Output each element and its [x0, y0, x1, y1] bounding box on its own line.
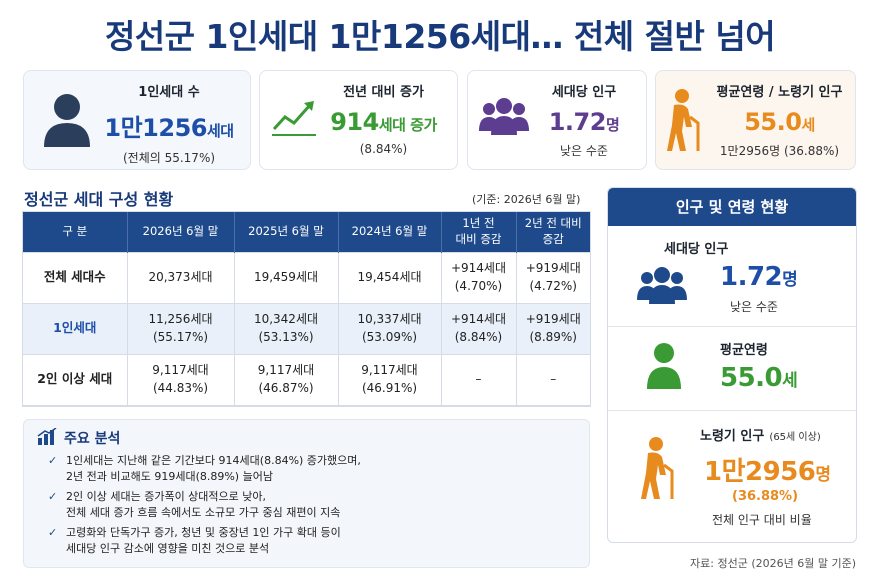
card-sub: 낮은 수준 — [560, 144, 608, 158]
row-label: 2인 이상 세대 — [23, 353, 128, 406]
table-section-title: 정선군 세대 구성 현황 — [24, 190, 174, 209]
table-cell: 9,117세대 (46.91%) — [338, 353, 442, 406]
panel-unit: 세 — [782, 371, 798, 391]
panel-sub: 낮은 수준 — [730, 300, 778, 314]
analysis-text: 고령화와 단독가구 증가, 청년 및 중장년 1인 가구 확대 등이 세대당 인… — [66, 526, 341, 555]
group-icon — [478, 97, 536, 159]
panel-unit: 명 — [782, 270, 798, 290]
analysis-list: ✓ 1인세대는 지난해 같은 기간보다 914세대(8.84%) 증가했으며, 2… — [48, 453, 361, 561]
card-unit: 명 — [605, 116, 620, 134]
elderly-label-row: 노령기 인구 (65세 이상) — [700, 425, 821, 444]
panel-label: 세대당 인구 — [664, 242, 729, 257]
card-unit: 세대 증가 — [378, 116, 437, 134]
row-label: 전체 세대수 — [23, 251, 128, 303]
table-cell: 20,373세대 — [127, 251, 235, 303]
card-label: 1인세대 수 — [138, 85, 200, 100]
list-item: ✓ 1인세대는 지난해 같은 기간보다 914세대(8.84%) 증가했으며, 2… — [48, 453, 361, 485]
card-sub: (전체의 55.17%) — [122, 151, 216, 165]
panel-label-note: (65세 이상) — [769, 432, 821, 443]
table-cell: 19,454세대 — [338, 251, 442, 303]
card-label: 평균연령 / 노령기 인구 — [716, 85, 843, 100]
table-row: 1인세대 11,256세대 (55.17%) 10,342세대 (53.13%)… — [23, 302, 590, 354]
panel-title: 인구 및 연령 현황 — [608, 188, 856, 226]
table-cell: 10,337세대 (53.09%) — [338, 302, 442, 354]
group-icon — [634, 266, 690, 310]
table-cell: – — [441, 353, 517, 406]
table-row: 2인 이상 세대 9,117세대 (44.83%) 9,117세대 (46.87… — [23, 353, 590, 406]
panel-section-per-household: 세대당 인구 1.72명 낮은 수준 — [608, 226, 856, 326]
panel-value: 1만2956 — [704, 457, 816, 487]
card-unit: 세 — [801, 116, 815, 134]
card-sub: 1만2956명 (36.88%) — [719, 144, 840, 158]
analysis-text: 1인세대는 지난해 같은 기간보다 914세대(8.84%) 증가했으며, 2년… — [66, 454, 361, 483]
panel-value: 1.72 — [720, 262, 783, 292]
card-label: 전년 대비 증가 — [343, 85, 424, 100]
panel-value: 55.0 — [720, 363, 783, 393]
card-value: 1.72 — [548, 108, 607, 136]
bar-chart-icon — [37, 427, 57, 446]
list-item: ✓ 2인 이상 세대는 증가폭이 상대적으로 낮아, 전체 세대 증가 흐름 속에… — [48, 489, 361, 521]
row-label: 1인세대 — [23, 302, 128, 354]
panel-pct: (36.88%) — [732, 489, 799, 504]
table-cell: +914세대 (8.84%) — [441, 302, 517, 354]
trend-up-icon — [270, 95, 328, 157]
table-cell: 9,117세대 (46.87%) — [234, 353, 339, 406]
table-cell: 11,256세대 (55.17%) — [127, 302, 235, 354]
stat-card-yoy-increase: 전년 대비 증가 914세대 증가 (8.84%) — [259, 70, 458, 170]
stat-card-single-household: 1인세대 수 1만1256세대 (전체의 55.17%) — [23, 70, 251, 170]
card-value: 914 — [330, 108, 379, 136]
table-header: 2025년 6월 말 — [234, 212, 339, 252]
check-icon: ✓ — [48, 490, 58, 503]
card-label: 세대당 인구 — [551, 85, 617, 100]
source-note: 자료: 정선군 (2026년 6월 말 기준) — [690, 557, 856, 570]
check-icon: ✓ — [48, 454, 58, 467]
check-icon: ✓ — [48, 526, 58, 539]
table-header: 2년 전 대비 증감 — [516, 212, 590, 252]
panel-label: 평균연령 — [720, 343, 768, 358]
table-header: 2024년 6월 말 — [338, 212, 442, 252]
table-cell: 19,459세대 — [234, 251, 339, 303]
person-icon — [644, 341, 684, 395]
table-cell: +919세대 (4.72%) — [516, 251, 590, 303]
stat-card-age: 평균연령 / 노령기 인구 55.0세 1만2956명 (36.88%) — [655, 70, 856, 170]
panel-unit: 명 — [815, 465, 831, 485]
household-table: 구 분 2026년 6월 말 2025년 6월 말 2024년 6월 말 1년 … — [23, 212, 590, 406]
card-value: 55.0 — [744, 108, 802, 136]
table-cell: 9,117세대 (44.83%) — [127, 353, 235, 406]
card-value: 1만1256 — [104, 114, 207, 142]
analysis-box: 주요 분석 ✓ 1인세대는 지난해 같은 기간보다 914세대(8.84%) 증가… — [23, 419, 590, 568]
table-header: 구 분 — [23, 212, 128, 252]
page-title: 정선군 1인세대 1만1256세대… 전체 절반 넘어 — [104, 17, 776, 56]
table-header: 2026년 6월 말 — [127, 212, 235, 252]
card-sub: (8.84%) — [359, 142, 408, 156]
panel-label: 노령기 인구 — [700, 429, 765, 444]
table-basis-note: (기준: 2026년 6월 말) — [472, 193, 581, 206]
table-row: 전체 세대수 20,373세대 19,459세대 19,454세대 +914세대… — [23, 251, 590, 303]
analysis-text: 2인 이상 세대는 증가폭이 상대적으로 낮아, 전체 세대 증가 흐름 속에서… — [66, 490, 341, 519]
list-item: ✓ 고령화와 단독가구 증가, 청년 및 중장년 1인 가구 확대 등이 세대당 … — [48, 525, 361, 557]
table-header: 1년 전 대비 증감 — [441, 212, 517, 252]
person-icon — [38, 89, 96, 151]
panel-sub: 전체 인구 대비 비율 — [712, 513, 812, 527]
table-cell: +919세대 (8.89%) — [516, 302, 590, 354]
population-panel: 인구 및 연령 현황 세대당 인구 1.72명 낮은 수준 평균연령 55.0세 — [607, 187, 857, 543]
stat-card-per-household: 세대당 인구 1.72명 낮은 수준 — [467, 70, 647, 170]
table-cell: +914세대 (4.70%) — [441, 251, 517, 303]
elderly-icon — [638, 435, 682, 507]
analysis-title: 주요 분석 — [64, 431, 121, 447]
panel-section-elderly: 노령기 인구 (65세 이상) 1만2956명 (36.88%) 전체 인구 대… — [608, 410, 856, 542]
card-unit: 세대 — [206, 122, 234, 140]
elderly-icon — [664, 87, 722, 151]
panel-section-avg-age: 평균연령 55.0세 — [608, 326, 856, 410]
table-cell: 10,342세대 (53.13%) — [234, 302, 339, 354]
table-cell: – — [516, 353, 590, 406]
